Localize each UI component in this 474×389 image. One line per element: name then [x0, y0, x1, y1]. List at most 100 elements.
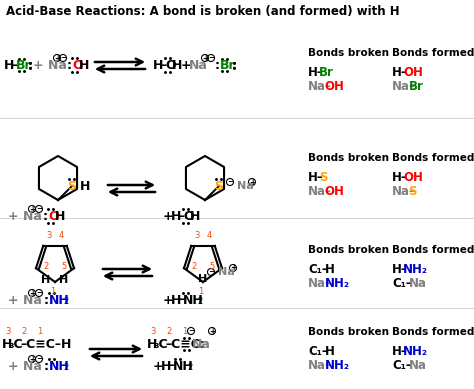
Text: Na–: Na–: [392, 80, 416, 93]
Text: Bonds formed: Bonds formed: [392, 153, 474, 163]
Text: OH: OH: [403, 171, 423, 184]
Text: NH: NH: [173, 359, 194, 373]
Text: O: O: [48, 210, 59, 223]
Text: H–: H–: [308, 171, 324, 184]
Text: ₃C: ₃C: [8, 338, 23, 350]
Text: O: O: [183, 210, 193, 223]
Text: +: +: [29, 354, 35, 363]
Text: :: :: [67, 58, 72, 72]
Text: H: H: [153, 58, 164, 72]
Text: 4: 4: [206, 231, 211, 240]
Text: −: −: [36, 354, 42, 363]
Text: H: H: [4, 58, 14, 72]
Text: −: −: [36, 289, 42, 298]
Text: Br: Br: [220, 58, 236, 72]
Text: Br: Br: [409, 80, 423, 93]
Text: Bonds broken: Bonds broken: [308, 153, 389, 163]
Text: +: +: [29, 205, 35, 214]
Text: H: H: [199, 274, 208, 284]
Text: 2: 2: [63, 298, 68, 307]
Text: NH₂: NH₂: [403, 263, 428, 276]
Text: C₁–: C₁–: [392, 359, 412, 372]
Text: H: H: [59, 275, 69, 285]
Text: –: –: [178, 293, 184, 307]
Text: Bonds broken: Bonds broken: [308, 327, 389, 337]
Text: 2: 2: [187, 363, 192, 373]
Text: 1: 1: [50, 287, 55, 296]
Text: H: H: [161, 359, 172, 373]
Text: Br: Br: [16, 58, 32, 72]
Text: −: −: [208, 268, 214, 277]
Text: +: +: [249, 177, 255, 186]
Text: O: O: [72, 58, 82, 72]
Text: S: S: [215, 179, 224, 193]
Text: :: :: [44, 293, 49, 307]
Text: H: H: [325, 345, 334, 358]
Text: Bonds formed: Bonds formed: [392, 48, 474, 58]
Text: Na–: Na–: [308, 80, 332, 93]
Text: 2: 2: [43, 262, 49, 271]
Text: 3: 3: [194, 231, 200, 240]
Text: 2: 2: [197, 298, 202, 307]
Text: S: S: [319, 171, 328, 184]
Text: NH: NH: [49, 293, 70, 307]
Text: –: –: [11, 58, 17, 72]
Text: H: H: [79, 58, 90, 72]
Text: –C≡C:: –C≡C:: [165, 338, 205, 350]
Text: NH₂: NH₂: [325, 277, 349, 290]
Text: –: –: [168, 359, 174, 373]
Text: H–: H–: [308, 66, 324, 79]
Text: :: :: [28, 58, 33, 72]
Text: O: O: [165, 58, 176, 72]
Text: +: +: [54, 54, 60, 63]
Text: H: H: [171, 210, 182, 223]
Text: ₃C: ₃C: [153, 338, 168, 350]
Text: + Na: + Na: [8, 293, 42, 307]
Text: H: H: [55, 210, 65, 223]
Text: NH₂: NH₂: [325, 359, 349, 372]
Text: Na: Na: [189, 58, 208, 72]
Text: NH: NH: [183, 293, 204, 307]
Text: +: +: [181, 58, 191, 72]
Text: –C≡C–H: –C≡C–H: [20, 338, 72, 350]
Text: 5: 5: [62, 262, 67, 271]
Text: Na–: Na–: [392, 185, 416, 198]
Text: 1: 1: [199, 287, 204, 296]
Text: OH: OH: [325, 185, 345, 198]
Text: Na–: Na–: [308, 277, 332, 290]
Text: H: H: [325, 263, 334, 276]
Text: S: S: [67, 179, 76, 193]
Text: OH: OH: [403, 66, 423, 79]
Text: 2: 2: [63, 363, 68, 373]
Text: 5: 5: [210, 262, 215, 271]
Text: Bonds formed: Bonds formed: [392, 327, 474, 337]
Text: H–: H–: [392, 171, 408, 184]
Text: –: –: [160, 58, 166, 72]
Text: +: +: [153, 359, 164, 373]
Text: H: H: [2, 338, 12, 350]
Text: H–: H–: [392, 66, 408, 79]
Text: H–: H–: [392, 345, 408, 358]
Text: H: H: [190, 210, 201, 223]
Text: +: +: [163, 210, 173, 223]
Text: :: :: [43, 210, 48, 223]
Text: 2: 2: [21, 326, 27, 335]
Text: +: +: [29, 289, 35, 298]
Text: 1: 1: [37, 326, 43, 335]
Text: 3: 3: [150, 326, 155, 335]
Text: Bonds broken: Bonds broken: [308, 245, 389, 255]
Text: :: :: [232, 58, 237, 72]
Text: H: H: [80, 179, 90, 193]
Text: Na: Na: [192, 338, 211, 350]
Text: −: −: [208, 54, 214, 63]
Text: +: +: [202, 54, 208, 63]
Text: H: H: [41, 275, 51, 285]
Text: Na–: Na–: [308, 185, 332, 198]
Text: C₁–: C₁–: [308, 263, 328, 276]
Text: −: −: [227, 177, 233, 186]
Text: + Na: + Na: [33, 58, 67, 72]
Text: −: −: [188, 326, 194, 335]
Text: NH₂: NH₂: [403, 345, 428, 358]
Text: 1: 1: [182, 326, 188, 335]
Text: :: :: [215, 58, 220, 72]
